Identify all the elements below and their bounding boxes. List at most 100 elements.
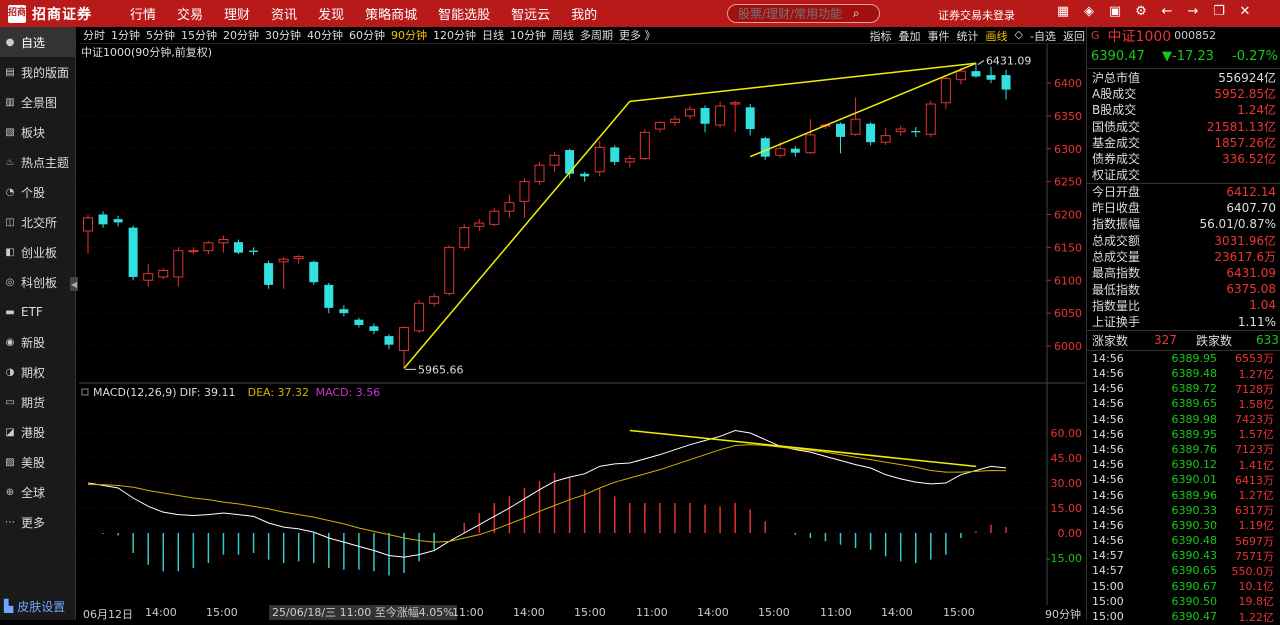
tool-indicator[interactable]: 指标 [869,30,892,43]
skin-settings-button[interactable]: ▙ 皮肤设置 [0,592,76,620]
menu-item-xuangu[interactable]: 智能选股 [438,8,491,23]
tool-draw-line[interactable]: 画线 [985,30,1008,43]
period-more[interactable]: 更多 》 [619,29,656,42]
period-5min[interactable]: 5分钟 [146,29,175,42]
fundamental-value: 21581.13亿 [1206,119,1276,134]
candle-body [234,242,243,253]
menu-item-hangqing[interactable]: 行情 [130,8,157,23]
sidebar-item-gengduo[interactable]: ⋯ 更多 [0,507,75,537]
sidebar-item-zixuan[interactable]: ● 自选 [0,27,75,57]
fundamental-label: 最低指数 [1092,282,1141,297]
period-fenshi[interactable]: 分时 [83,29,105,42]
tick-row: 14:56 6389.95 1.57亿 [1087,427,1280,442]
back-arrow-icon[interactable]: ← [1161,4,1173,19]
menu-item-wode[interactable]: 我的 [571,8,598,23]
sidebar-item-quanjing[interactable]: ▥ 全景图 [0,87,75,117]
fundamentals-table: 沪总市值 556924亿 A股成交 5952.85亿 B股成交 1.24亿 国债成交 2158… [1087,68,1280,330]
period-20min[interactable]: 20分钟 [223,29,259,42]
fundamental-value: 556924亿 [1218,70,1276,85]
sidebar-collapse-handle[interactable]: ◀ [70,277,78,291]
sidebar-item-quanqiu[interactable]: ⊕ 全球 [0,477,75,507]
sidebar-item-gegu[interactable]: ◔ 个股 [0,177,75,207]
forward-arrow-icon[interactable]: → [1187,4,1199,19]
period-30min[interactable]: 30分钟 [265,29,301,42]
sidebar-item-etf[interactable]: ▬ ETF [0,297,75,327]
sidebar-item-qiquan[interactable]: ◑ 期权 [0,357,75,387]
tick-list[interactable]: 14:56 6389.95 6553万 14:56 6389.48 1.27亿 14:56 6… [1087,349,1280,624]
sidebar-item-qihuo[interactable]: ▭ 期货 [0,387,75,417]
candle-body [986,75,996,80]
sidebar-item-beijiaosuo[interactable]: ◫ 北交所 [0,207,75,237]
sidebar-item-kechuangban[interactable]: ◎ 科创板 [0,267,75,297]
period-weekly[interactable]: 周线 [552,29,574,42]
menu-item-licai[interactable]: 理财 [224,8,251,23]
menu-item-zhiyuanyun[interactable]: 智远云 [511,8,551,23]
tick-price: 6389.98 [1171,412,1218,426]
tool-watchlist[interactable]: -自选 [1030,30,1056,43]
sidebar-item-redian[interactable]: ♨ 热点主题 [0,147,75,177]
dif-line [87,429,1007,558]
kline-chart[interactable]: 中证1000(90分钟,前复权) 6000 6050 6100 6150 6200 6250… [79,44,1085,605]
grid-icon[interactable]: ▦ [1056,4,1070,19]
fundamental-row: 指数振幅 56.01/0.87% [1087,216,1280,232]
tick-price: 6390.65 [1171,564,1218,578]
period-40min[interactable]: 40分钟 [307,29,343,42]
sidebar-item-meigu[interactable]: ▨ 美股 [0,447,75,477]
tick-row: 14:56 6389.48 1.27亿 [1087,366,1280,381]
period-90min[interactable]: 90分钟 [391,29,427,42]
sidebar-item-label: 板块 [21,125,46,140]
tick-row: 14:56 6390.01 6413万 [1087,472,1280,487]
period-120min[interactable]: 120分钟 [433,29,476,42]
menu-item-zixun[interactable]: 资讯 [271,8,298,23]
brand-mark: 招商 [8,4,26,23]
macd-tick-label: 45.00 [1051,452,1083,465]
brand-logo[interactable]: 招商 招商证券 [0,4,130,24]
search-icon[interactable]: ⌕ [853,6,860,20]
tool-back[interactable]: 返回 [1063,30,1085,43]
time-label: 11:00 [452,606,484,619]
candle-body [730,102,741,105]
close-icon[interactable]: ✕ [1239,4,1251,19]
tick-volume: 1.27亿 [1238,489,1275,503]
menu-item-jiaoyi[interactable]: 交易 [177,8,204,23]
menu-item-celue[interactable]: 策略商城 [365,8,418,23]
price-tick-label: 6400 [1054,77,1082,90]
tool-events[interactable]: 事件 [927,30,950,43]
period-multi[interactable]: 多周期 [580,29,613,42]
cube-icon[interactable]: ◈ [1084,4,1094,19]
window-controls: ▦ ◈ ▣ ⚙ ← → ❐ ✕ [1050,4,1258,19]
candle-body [911,130,921,133]
sidebar-item-banmian[interactable]: ▤ 我的版面 [0,57,75,87]
tool-mark[interactable]: ◇ [1014,28,1024,41]
menu-item-faxian[interactable]: 发现 [318,8,345,23]
sidebar-item-xingu[interactable]: ◉ 新股 [0,327,75,357]
tool-overlay[interactable]: 叠加 [898,30,921,43]
period-1min[interactable]: 1分钟 [111,29,140,42]
candle-body [639,131,650,160]
search-input[interactable] [728,6,853,21]
period-15min[interactable]: 15分钟 [181,29,217,42]
login-status[interactable]: 证券交易未登录 [938,9,1015,22]
candle-body [459,227,470,248]
science-icon: ◎ [5,276,15,288]
candle-body [173,250,184,278]
period-60min[interactable]: 60分钟 [349,29,385,42]
period-daily[interactable]: 日线 [482,29,504,42]
tool-stats[interactable]: 统计 [956,30,979,43]
candle-body [399,327,410,352]
tick-price: 6390.30 [1171,518,1218,532]
box-icon[interactable]: ▣ [1108,4,1122,19]
fundamental-value: 5952.85亿 [1214,86,1276,101]
sidebar-item-ganggu[interactable]: ◪ 港股 [0,417,75,447]
tick-row: 15:00 6390.67 10.1亿 [1087,579,1280,594]
price-tick-label: 6250 [1054,176,1082,189]
candle-body [866,123,876,143]
tick-price: 6390.50 [1171,594,1218,608]
sidebar-item-bankuai[interactable]: ▧ 板块 [0,117,75,147]
price-tick-label: 6200 [1054,209,1082,222]
gear-icon[interactable]: ⚙ [1135,4,1147,19]
period-10min[interactable]: 10分钟 [510,29,546,42]
restore-window-icon[interactable]: ❐ [1213,4,1225,19]
sidebar-item-chuangyeban[interactable]: ◧ 创业板 [0,237,75,267]
index-name[interactable]: 中证1000 [1107,28,1172,45]
